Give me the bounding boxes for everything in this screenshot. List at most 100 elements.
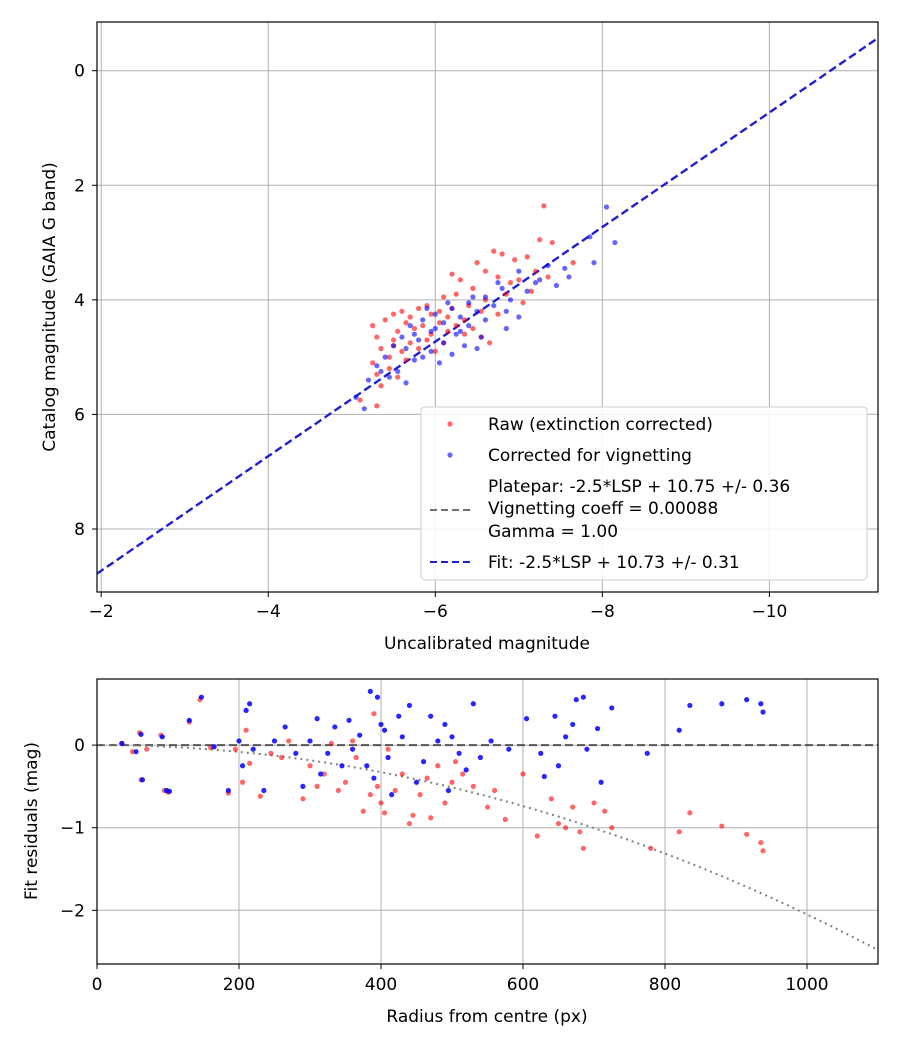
bottom-corrected-point-57	[552, 713, 558, 719]
top-corrected-point-34	[403, 345, 409, 352]
bottom-corrected-point-16	[261, 787, 267, 794]
top-y-tick-label-2: 4	[74, 291, 85, 311]
top-raw-point-40	[370, 323, 376, 329]
bottom-corrected-point-10	[225, 787, 231, 794]
bottom-corrected-point-61	[573, 697, 579, 703]
top-corrected-point-9	[553, 282, 560, 289]
bottom-corrected-point-23	[318, 771, 324, 777]
bottom-raw-point-59	[580, 845, 586, 851]
bottom-x-tick-label-2: 400	[365, 975, 397, 995]
top-corrected-point-17	[474, 308, 480, 314]
top-corrected-point-19	[457, 314, 463, 320]
top-corrected-point-59	[432, 325, 438, 332]
top-x-tick-label-3: −8	[590, 602, 615, 622]
top-corrected-point-45	[353, 394, 359, 400]
top-x-tick-label-4: −10	[751, 602, 787, 622]
bottom-raw-point-63	[648, 845, 654, 851]
bottom-corrected-point-20	[300, 783, 306, 789]
bottom-corrected-point-54	[523, 716, 530, 722]
legend-raw-marker	[447, 421, 453, 427]
top-y-tick-label-0: 0	[74, 62, 85, 82]
top-raw-point-29	[428, 311, 434, 317]
top-corrected-point-35	[428, 348, 434, 354]
bottom-raw-point-35	[385, 746, 391, 752]
top-raw-point-21	[520, 300, 526, 306]
top-raw-point-67	[453, 291, 459, 297]
top-raw-point-26	[399, 308, 405, 314]
top-corrected-point-27	[453, 331, 459, 337]
top-corrected-point-56	[457, 328, 463, 334]
bottom-corrected-point-26	[339, 763, 345, 769]
bottom-corrected-point-30	[364, 763, 370, 769]
bottom-raw-point-28	[353, 754, 359, 761]
top-corrected-point-12	[482, 294, 489, 300]
bottom-raw-point-55	[555, 820, 562, 827]
top-corrected-point-38	[411, 357, 418, 363]
top-raw-point-33	[495, 311, 501, 317]
bottom-corrected-point-52	[488, 738, 494, 744]
top-corrected-point-30	[415, 337, 422, 343]
bottom-corrected-point-11	[236, 738, 242, 744]
top-corrected-point-16	[449, 305, 455, 312]
bottom-raw-point-48	[470, 783, 476, 789]
top-corrected-point-40	[374, 363, 380, 369]
top-raw-point-4	[524, 254, 530, 260]
top-corrected-point-55	[516, 314, 522, 320]
bottom-corrected-point-27	[346, 717, 352, 723]
bottom-raw-point-45	[449, 779, 455, 785]
bottom-raw-point-18	[279, 754, 285, 761]
top-corrected-point-50	[503, 308, 509, 314]
top-y-tick-label-3: 6	[74, 405, 85, 425]
bottom-raw-point-32	[374, 783, 381, 789]
top-corrected-point-39	[436, 360, 443, 366]
bottom-y-tick-label-0: 0	[74, 736, 85, 756]
bottom-raw-point-34	[381, 810, 388, 816]
bottom-raw-point-50	[492, 787, 498, 794]
bottom-x-tick-label-5: 1000	[785, 975, 828, 995]
top-raw-point-39	[470, 325, 476, 332]
top-raw-point-3	[499, 251, 505, 257]
top-x-tick-label-0: −2	[89, 602, 114, 622]
top-legend: Raw (extinction corrected) Corrected for…	[420, 406, 868, 581]
bottom-corrected-point-71	[744, 697, 750, 703]
top-corrected-point-24	[466, 323, 472, 329]
top-axes-frame	[96, 21, 879, 593]
bottom-raw-point-38	[406, 820, 412, 827]
bottom-corrected-point-17	[271, 738, 278, 744]
bottom-corrected-point-18	[282, 724, 288, 730]
top-corrected-point-37	[382, 354, 388, 360]
top-corrected-point-15	[491, 302, 497, 309]
top-x-axis-label: Uncalibrated magnitude	[384, 634, 590, 654]
bottom-raw-point-49	[484, 804, 491, 810]
top-raw-point-53	[378, 345, 384, 352]
top-corrected-point-5	[516, 268, 522, 274]
bottom-raw-point-20	[300, 796, 306, 802]
top-corrected-point-21	[482, 317, 489, 323]
top-corrected-point-22	[441, 320, 447, 326]
bottom-corrected-point-66	[609, 705, 615, 711]
bottom-corrected-point-40	[406, 702, 412, 709]
top-raw-point-44	[445, 328, 451, 334]
legend-corrected-marker	[447, 452, 453, 458]
top-corrected-point-51	[445, 300, 451, 306]
bottom-corrected-point-0	[119, 740, 125, 747]
top-raw-point-8	[449, 271, 455, 277]
top-corrected-point-7	[566, 274, 572, 280]
bottom-raw-point-53	[534, 833, 540, 839]
bottom-ticks: 0 200 400 600 800 1000 0 −1 −2	[60, 736, 829, 995]
bottom-corrected-point-38	[396, 713, 402, 719]
bottom-x-tick-label-3: 600	[507, 975, 539, 995]
top-corrected-point-8	[532, 280, 539, 286]
bottom-corrected-point-21	[307, 738, 313, 744]
top-corrected-point-3	[545, 262, 551, 269]
top-raw-point-23	[415, 305, 422, 312]
top-x-tick-label-1: −4	[256, 602, 281, 622]
bottom-corrected-point-13	[243, 707, 249, 713]
bottom-corrected-point-41	[413, 779, 420, 785]
bottom-corrected-point-37	[389, 792, 395, 798]
top-raw-point-9	[532, 268, 539, 274]
bottom-corrected-point-48	[456, 750, 462, 756]
top-raw-point-32	[478, 308, 484, 314]
